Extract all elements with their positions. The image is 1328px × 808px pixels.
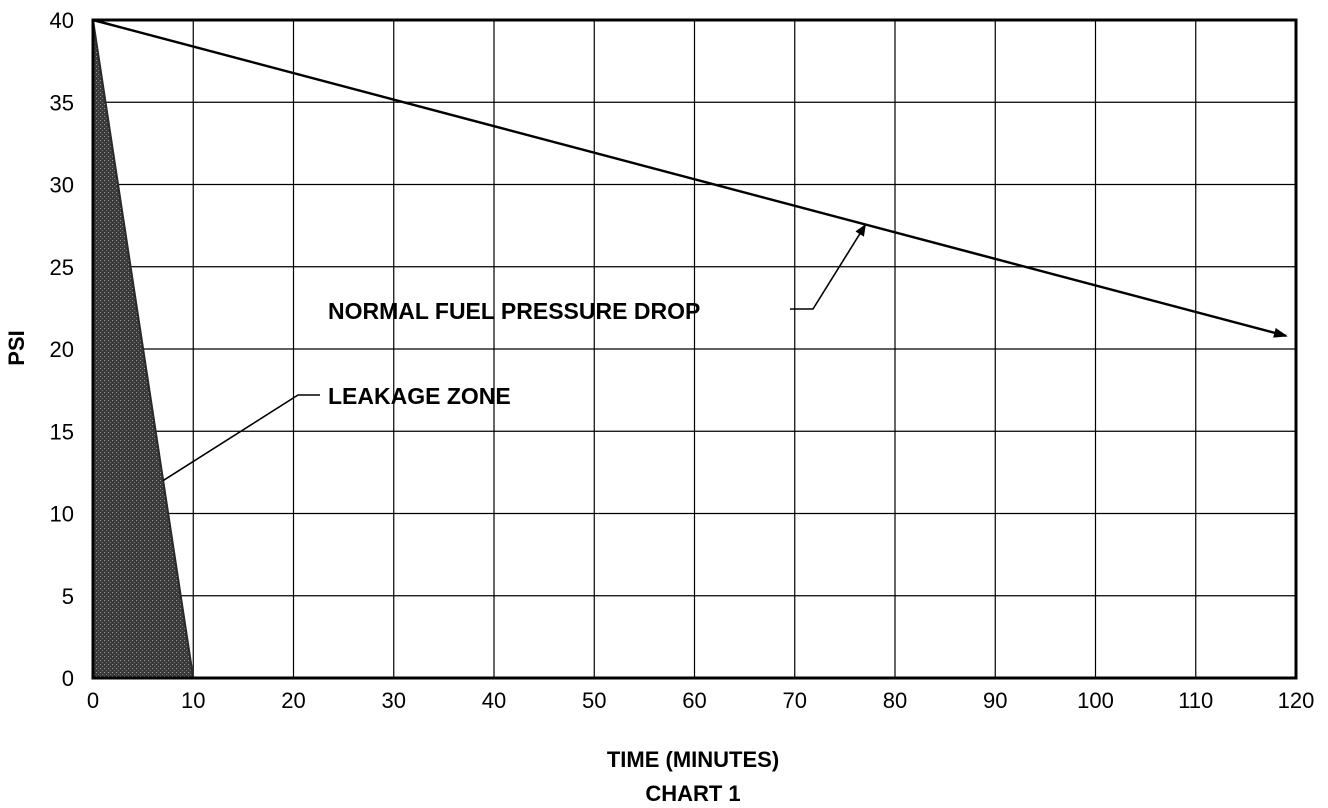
plot-frame bbox=[91, 18, 1298, 680]
y-tick-label: 30 bbox=[50, 173, 74, 198]
y-tick-label: 5 bbox=[62, 584, 74, 609]
x-tick-label: 60 bbox=[682, 688, 706, 713]
grid bbox=[92, 19, 1297, 679]
y-tick-labels: 0 5 10 15 20 25 30 35 40 bbox=[50, 8, 74, 691]
annotation-leader-normal bbox=[790, 223, 866, 310]
x-tick-label: 90 bbox=[983, 688, 1007, 713]
x-axis-title: TIME (MINUTES) bbox=[607, 747, 779, 772]
x-tick-label: 30 bbox=[382, 688, 406, 713]
y-tick-label: 0 bbox=[62, 666, 74, 691]
x-tick-label: 70 bbox=[783, 688, 807, 713]
y-axis-title: PSI bbox=[4, 330, 29, 365]
x-tick-label: 100 bbox=[1077, 688, 1114, 713]
x-tick-labels: 0 10 20 30 40 50 60 70 80 90 100 110 120 bbox=[87, 688, 1314, 713]
x-tick-label: 0 bbox=[87, 688, 99, 713]
x-tick-label: 10 bbox=[181, 688, 205, 713]
chart-caption: CHART 1 bbox=[645, 781, 740, 806]
y-tick-label: 40 bbox=[50, 8, 74, 33]
annotation-leader-leakage bbox=[162, 394, 320, 482]
series-line-normal-fuel-pressure-drop bbox=[92, 18, 1288, 338]
y-tick-label: 25 bbox=[50, 255, 74, 280]
x-tick-label: 110 bbox=[1178, 688, 1213, 713]
x-tick-label: 40 bbox=[482, 688, 506, 713]
y-tick-label: 35 bbox=[50, 90, 74, 115]
x-tick-label: 80 bbox=[883, 688, 907, 713]
annotation-normal-fuel-pressure-drop: NORMAL FUEL PRESSURE DROP bbox=[328, 298, 700, 324]
series-layer bbox=[92, 18, 1288, 338]
y-tick-label: 10 bbox=[50, 502, 74, 527]
y-tick-label: 20 bbox=[50, 337, 74, 362]
y-tick-label: 15 bbox=[50, 419, 74, 444]
annotations-layer: NORMAL FUEL PRESSURE DROP LEAKAGE ZONE bbox=[162, 223, 866, 482]
x-tick-label: 50 bbox=[582, 688, 606, 713]
x-tick-label: 20 bbox=[281, 688, 305, 713]
annotation-leakage-zone: LEAKAGE ZONE bbox=[328, 383, 511, 409]
x-tick-label: 120 bbox=[1278, 688, 1315, 713]
